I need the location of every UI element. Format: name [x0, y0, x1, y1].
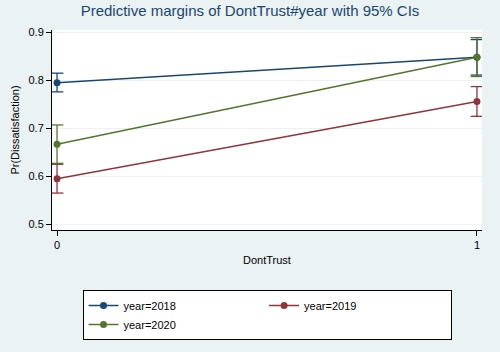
svg-text:DontTrust: DontTrust: [243, 254, 291, 266]
svg-text:year=2018: year=2018: [124, 300, 176, 312]
svg-text:0: 0: [54, 239, 60, 251]
svg-text:year=2019: year=2019: [304, 300, 356, 312]
svg-text:1: 1: [474, 239, 480, 251]
svg-text:Pr(Dissatisfaction): Pr(Dissatisfaction): [9, 85, 21, 174]
svg-text:0.8: 0.8: [29, 74, 44, 86]
svg-text:0.5: 0.5: [29, 218, 44, 230]
svg-text:year=2020: year=2020: [124, 319, 176, 331]
svg-text:0.6: 0.6: [29, 170, 44, 182]
svg-text:0.7: 0.7: [29, 122, 44, 134]
svg-text:0.9: 0.9: [29, 26, 44, 38]
svg-text:Predictive margins of DontTrus: Predictive margins of DontTrust#year wit…: [81, 2, 420, 19]
